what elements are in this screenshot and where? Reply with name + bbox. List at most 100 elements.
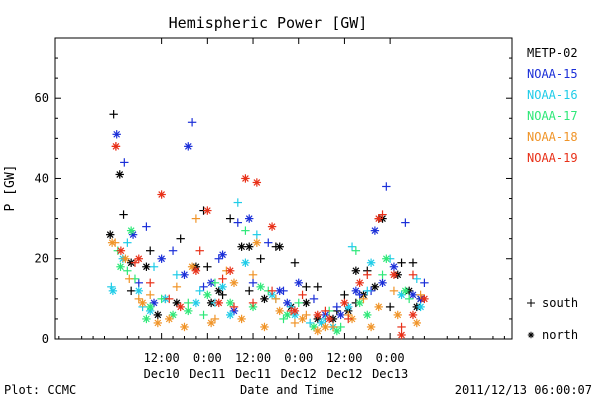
- north-marker: [245, 214, 254, 223]
- north-marker: [111, 142, 121, 151]
- south-marker: [279, 314, 288, 324]
- north-marker: [180, 270, 189, 279]
- legend-entry: NOAA-16: [527, 88, 578, 102]
- north-marker: [408, 290, 418, 300]
- north-marker: [275, 306, 284, 316]
- north-marker: [241, 258, 250, 267]
- north-marker: [218, 282, 227, 292]
- south-marker: [130, 258, 140, 267]
- north-marker: [366, 322, 376, 332]
- south-marker: [233, 198, 242, 207]
- north-marker: [370, 226, 380, 235]
- plot-credit: Plot: CCMC: [4, 383, 76, 397]
- south-marker: [420, 278, 429, 288]
- y-tick-label: 60: [35, 91, 49, 105]
- south-marker: [298, 290, 307, 300]
- north-marker: [370, 282, 380, 292]
- north-marker: [153, 310, 163, 320]
- south-marker: [233, 218, 242, 227]
- south-marker: [191, 214, 201, 223]
- south-marker: [336, 322, 345, 332]
- north-marker: [401, 286, 410, 296]
- south-marker: [267, 286, 277, 296]
- south-marker: [252, 230, 262, 239]
- marker-legend-star-d2: [528, 332, 534, 338]
- north-marker: [302, 298, 311, 308]
- north-marker: [203, 206, 212, 215]
- south-marker: [146, 290, 155, 300]
- north-marker: [176, 302, 185, 312]
- north-marker: [214, 298, 223, 308]
- south-marker: [305, 318, 315, 328]
- x-tick-date-label: Dec11: [235, 367, 271, 381]
- south-marker: [146, 278, 155, 288]
- south-marker: [199, 310, 208, 320]
- south-marker: [248, 278, 258, 288]
- south-marker: [210, 314, 220, 324]
- south-marker: [119, 210, 128, 219]
- south-marker: [302, 310, 311, 320]
- data-points: [106, 110, 429, 340]
- south-marker: [294, 298, 303, 308]
- north-marker: [374, 214, 383, 223]
- north-marker: [313, 310, 322, 320]
- north-marker: [142, 262, 151, 271]
- south-marker: [210, 278, 220, 288]
- south-marker: [302, 282, 311, 292]
- north-marker: [116, 246, 126, 255]
- south-marker: [290, 258, 300, 267]
- x-tick-date-label: Dec13: [372, 367, 408, 381]
- north-marker: [374, 302, 383, 312]
- south-marker: [313, 282, 322, 292]
- north-marker: [142, 314, 151, 324]
- north-marker: [355, 298, 364, 308]
- north-marker: [267, 222, 277, 231]
- north-marker: [366, 258, 376, 267]
- north-marker: [313, 326, 322, 336]
- north-marker: [241, 174, 250, 183]
- x-tick-time-label: 12:00: [144, 351, 180, 365]
- south-marker: [172, 282, 182, 292]
- south-marker: [389, 286, 399, 296]
- south-marker: [165, 294, 174, 304]
- north-marker: [115, 170, 124, 179]
- south-marker: [256, 254, 265, 263]
- south-marker: [328, 322, 338, 332]
- x-tick-time-label: 0:00: [193, 351, 222, 365]
- south-marker: [142, 222, 151, 231]
- plot-frame: [54, 37, 513, 340]
- marker-legend-label: south: [542, 296, 578, 310]
- south-marker: [248, 298, 258, 308]
- north-marker: [408, 310, 418, 320]
- north-marker: [237, 314, 246, 324]
- y-tick-label: 20: [35, 252, 49, 266]
- north-marker: [106, 230, 115, 239]
- x-tick-date-label: Dec12: [326, 367, 362, 381]
- north-marker: [256, 282, 265, 292]
- south-marker: [195, 246, 204, 255]
- north-marker: [275, 242, 284, 251]
- north-marker: [252, 238, 262, 247]
- north-marker: [184, 306, 193, 316]
- marker-legend: south north: [527, 296, 578, 342]
- south-marker: [123, 238, 132, 247]
- south-marker: [264, 238, 273, 247]
- south-marker: [378, 210, 387, 219]
- north-marker: [138, 298, 147, 308]
- north-marker: [283, 310, 292, 320]
- legend-entry: METP-02: [527, 46, 578, 60]
- north-marker: [126, 226, 136, 235]
- south-marker: [385, 302, 395, 312]
- south-marker: [168, 246, 178, 255]
- y-tick-label: 40: [35, 171, 49, 185]
- south-marker: [157, 294, 166, 304]
- south-marker: [321, 306, 330, 316]
- north-marker: [165, 314, 174, 324]
- north-marker: [378, 278, 387, 288]
- south-marker: [408, 258, 418, 267]
- south-marker: [363, 286, 372, 296]
- north-marker: [294, 278, 303, 288]
- north-marker: [363, 310, 372, 320]
- north-marker: [298, 314, 307, 324]
- south-marker: [134, 294, 143, 304]
